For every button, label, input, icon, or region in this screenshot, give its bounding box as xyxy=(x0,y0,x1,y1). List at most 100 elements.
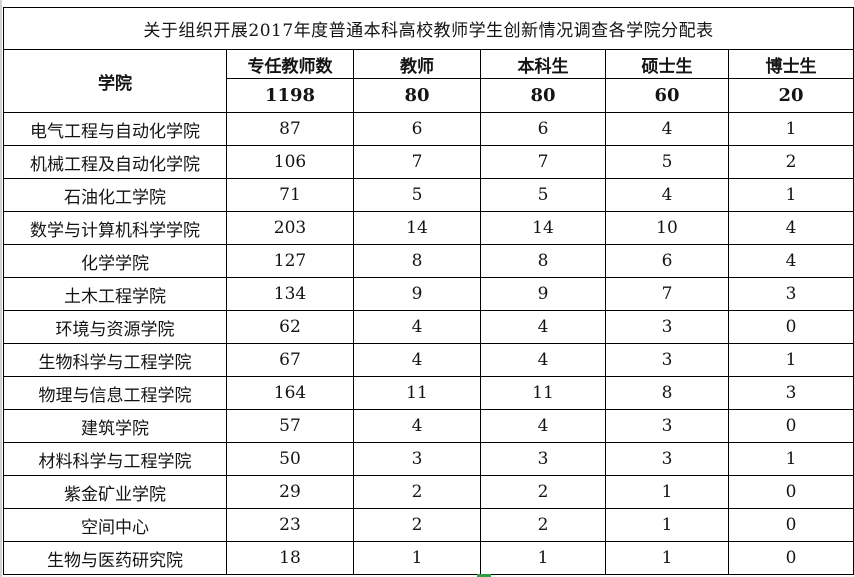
value-cell: 1 xyxy=(480,541,606,575)
college-name-cell: 石油化工学院 xyxy=(3,178,227,212)
value-cell: 3 xyxy=(605,442,729,476)
table-row: 空间中心 23 2 2 1 0 xyxy=(3,508,854,542)
column-header-teachers: 教师 xyxy=(353,49,481,79)
table-row: 生物科学与工程学院 67 4 4 3 1 xyxy=(3,343,854,377)
value-cell: 3 xyxy=(605,409,729,443)
value-cell: 134 xyxy=(226,277,354,311)
value-cell: 1 xyxy=(727,442,854,476)
cell-selection-artifact xyxy=(477,574,491,577)
value-cell: 2 xyxy=(727,145,854,179)
value-cell: 29 xyxy=(226,475,354,509)
value-cell: 3 xyxy=(353,442,481,476)
value-cell: 57 xyxy=(226,409,354,443)
total-fulltime-teachers: 1198 xyxy=(226,78,354,113)
table-row: 土木工程学院 134 9 9 7 3 xyxy=(3,277,854,311)
table-row: 电气工程与自动化学院 87 6 6 4 1 xyxy=(3,112,854,146)
value-cell: 7 xyxy=(480,145,606,179)
value-cell: 6 xyxy=(480,112,606,146)
total-masters: 60 xyxy=(605,78,729,113)
value-cell: 87 xyxy=(226,112,354,146)
value-cell: 50 xyxy=(226,442,354,476)
college-name-cell: 生物与医药研究院 xyxy=(3,541,227,575)
column-header-doctors: 博士生 xyxy=(727,49,854,79)
value-cell: 9 xyxy=(480,277,606,311)
total-teachers: 80 xyxy=(353,78,481,113)
value-cell: 14 xyxy=(353,211,481,245)
college-name-cell: 建筑学院 xyxy=(3,409,227,443)
table-row: 机械工程及自动化学院 106 7 7 5 2 xyxy=(3,145,854,179)
total-doctors: 20 xyxy=(727,78,854,113)
value-cell: 3 xyxy=(727,277,854,311)
value-cell: 7 xyxy=(353,145,481,179)
value-cell: 4 xyxy=(605,112,729,146)
value-cell: 7 xyxy=(605,277,729,311)
table-row: 材料科学与工程学院 50 3 3 3 1 xyxy=(3,442,854,476)
value-cell: 4 xyxy=(480,409,606,443)
college-name-cell: 数学与计算机科学学院 xyxy=(3,211,227,245)
value-cell: 6 xyxy=(605,244,729,278)
value-cell: 11 xyxy=(353,376,481,410)
value-cell: 0 xyxy=(727,409,854,443)
value-cell: 3 xyxy=(605,310,729,344)
value-cell: 11 xyxy=(480,376,606,410)
value-cell: 3 xyxy=(727,376,854,410)
value-cell: 0 xyxy=(727,310,854,344)
value-cell: 0 xyxy=(727,508,854,542)
value-cell: 14 xyxy=(480,211,606,245)
value-cell: 106 xyxy=(226,145,354,179)
table-row: 数学与计算机科学学院 203 14 14 10 4 xyxy=(3,211,854,245)
value-cell: 164 xyxy=(226,376,354,410)
value-cell: 1 xyxy=(605,541,729,575)
college-name-cell: 空间中心 xyxy=(3,508,227,542)
value-cell: 2 xyxy=(480,475,606,509)
value-cell: 6 xyxy=(353,112,481,146)
table-row: 紫金矿业学院 29 2 2 1 0 xyxy=(3,475,854,509)
value-cell: 2 xyxy=(353,475,481,509)
value-cell: 127 xyxy=(226,244,354,278)
value-cell: 4 xyxy=(727,211,854,245)
college-name-cell: 物理与信息工程学院 xyxy=(3,376,227,410)
value-cell: 1 xyxy=(727,178,854,212)
value-cell: 4 xyxy=(605,178,729,212)
value-cell: 5 xyxy=(605,145,729,179)
value-cell: 10 xyxy=(605,211,729,245)
value-cell: 71 xyxy=(226,178,354,212)
value-cell: 4 xyxy=(480,310,606,344)
value-cell: 8 xyxy=(353,244,481,278)
table-row: 环境与资源学院 62 4 4 3 0 xyxy=(3,310,854,344)
value-cell: 4 xyxy=(480,343,606,377)
value-cell: 1 xyxy=(605,475,729,509)
value-cell: 1 xyxy=(727,343,854,377)
allocation-table: 关于组织开展2017年度普通本科高校教师学生创新情况调查各学院分配表 学院 专任… xyxy=(2,7,854,575)
value-cell: 62 xyxy=(226,310,354,344)
college-name-cell: 土木工程学院 xyxy=(3,277,227,311)
value-cell: 3 xyxy=(480,442,606,476)
value-cell: 9 xyxy=(353,277,481,311)
title-row: 关于组织开展2017年度普通本科高校教师学生创新情况调查各学院分配表 xyxy=(2,7,854,50)
college-name-cell: 电气工程与自动化学院 xyxy=(3,112,227,146)
totals-row: 1198 80 80 60 20 xyxy=(4,78,854,113)
college-name-cell: 机械工程及自动化学院 xyxy=(3,145,227,179)
value-cell: 5 xyxy=(353,178,481,212)
value-cell: 8 xyxy=(480,244,606,278)
total-undergraduates: 80 xyxy=(480,78,606,113)
value-cell: 8 xyxy=(605,376,729,410)
value-cell: 23 xyxy=(226,508,354,542)
value-cell: 3 xyxy=(605,343,729,377)
column-header-college: 学院 xyxy=(3,49,227,113)
value-cell: 67 xyxy=(226,343,354,377)
table-row: 石油化工学院 71 5 5 4 1 xyxy=(3,178,854,212)
college-name-cell: 紫金矿业学院 xyxy=(3,475,227,509)
value-cell: 1 xyxy=(727,112,854,146)
value-cell: 4 xyxy=(353,343,481,377)
table-row: 物理与信息工程学院 164 11 11 8 3 xyxy=(3,376,854,410)
column-header-masters: 硕士生 xyxy=(605,49,729,79)
value-cell: 1 xyxy=(605,508,729,542)
college-name-cell: 材料科学与工程学院 xyxy=(3,442,227,476)
value-cell: 4 xyxy=(727,244,854,278)
value-cell: 1 xyxy=(353,541,481,575)
college-name-cell: 生物科学与工程学院 xyxy=(3,343,227,377)
college-name-cell: 化学学院 xyxy=(3,244,227,278)
value-cell: 2 xyxy=(480,508,606,542)
value-cell: 18 xyxy=(226,541,354,575)
